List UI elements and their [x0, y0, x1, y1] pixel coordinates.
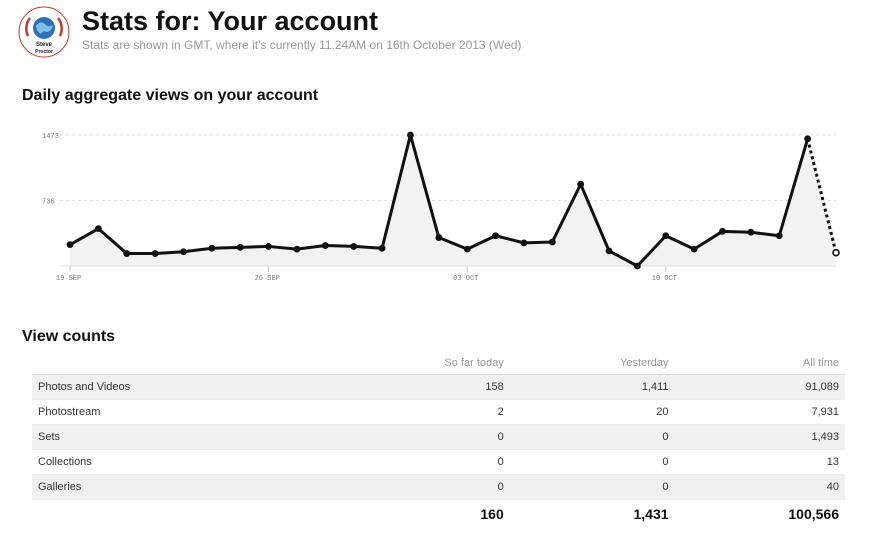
y-tick-label: 736: [42, 199, 55, 207]
view-counts-heading: View counts: [22, 328, 116, 345]
daily-views-chart: 1473 736 19 SEP 26 SEP 03 OCT 10 OCT: [42, 131, 840, 283]
cell-today: 0: [315, 474, 510, 500]
data-point: [634, 262, 641, 270]
column-header-today: So far today: [315, 352, 510, 375]
row-label: Photos and Videos: [32, 374, 316, 400]
row-label: Galleries: [32, 474, 316, 500]
table-row: Collections 0 0 13: [32, 449, 845, 475]
logo-globe-icon: Steve Proctor: [18, 6, 70, 58]
x-tick-label: 10 OCT: [652, 275, 677, 283]
data-point: [208, 244, 216, 252]
x-tick-label: 26 SEP: [255, 275, 280, 283]
total-yesterday: 1,431: [509, 499, 675, 528]
data-point: [378, 244, 386, 252]
data-point: [690, 245, 698, 253]
site-logo[interactable]: Steve Proctor: [18, 6, 70, 58]
data-point: [151, 250, 159, 257]
logo-name-line2: Proctor: [35, 49, 53, 55]
table-row: Sets 0 0 1,493: [32, 424, 845, 450]
cell-yesterday: 0: [509, 449, 675, 475]
logo-name-line1: Steve: [36, 42, 53, 48]
y-tick-label: 1473: [42, 133, 59, 141]
data-point: [804, 135, 812, 143]
row-label: Sets: [32, 424, 316, 450]
data-point: [293, 245, 301, 253]
page-title: Stats for: Your account: [82, 6, 379, 36]
data-point: [66, 241, 74, 249]
data-point: [520, 239, 528, 247]
cell-today: 2: [315, 399, 510, 425]
data-point: [350, 243, 358, 250]
cell-today: 0: [315, 449, 510, 475]
total-all-time: 100,566: [674, 499, 845, 528]
page-subtitle: Stats are shown in GMT, where it's curre…: [82, 38, 522, 52]
data-point: [605, 247, 613, 255]
cell-all-time: 91,089: [674, 374, 845, 400]
view-counts-table: So far today Yesterday All time Photos a…: [32, 352, 845, 528]
area-fill: [70, 135, 836, 266]
data-point: [123, 250, 131, 257]
cell-yesterday: 0: [509, 474, 675, 500]
row-label: Collections: [32, 449, 316, 475]
data-point: [236, 243, 244, 251]
data-point: [747, 228, 755, 236]
cell-all-time: 7,931: [674, 399, 845, 425]
views-chart-heading: Daily aggregate views on your account: [22, 87, 319, 104]
data-point: [463, 245, 471, 253]
data-point: [407, 131, 414, 139]
column-header-yesterday: Yesterday: [509, 352, 675, 375]
totals-label: [32, 499, 316, 528]
cell-today: 0: [315, 424, 510, 450]
cell-yesterday: 20: [509, 399, 675, 425]
data-point: [492, 232, 499, 240]
data-point: [719, 227, 726, 235]
table-row: Galleries 0 0 40: [32, 474, 845, 500]
data-point: [662, 232, 670, 240]
data-point: [577, 180, 585, 188]
totals-row: 160 1,431 100,566: [32, 499, 845, 528]
cell-today: 158: [315, 374, 510, 400]
data-point: [321, 242, 329, 249]
total-today: 160: [315, 499, 510, 528]
table-row: Photos and Videos 158 1,411 91,089: [32, 374, 845, 400]
data-point: [180, 248, 187, 256]
cell-yesterday: 0: [509, 424, 675, 450]
cell-yesterday: 1,411: [509, 374, 675, 400]
cell-all-time: 13: [674, 449, 845, 475]
table-row: Photostream 2 20 7,931: [32, 399, 845, 425]
cell-all-time: 1,493: [674, 424, 845, 450]
row-label: Photostream: [32, 399, 316, 425]
data-point: [265, 243, 272, 250]
x-tick-label: 03 OCT: [453, 275, 478, 283]
cell-all-time: 40: [674, 474, 845, 500]
column-header-label: [32, 352, 316, 375]
table-header-row: So far today Yesterday All time: [32, 352, 845, 375]
data-point: [548, 238, 556, 246]
data-point: [775, 232, 783, 240]
data-point: [435, 234, 443, 241]
data-point-current: [832, 248, 840, 257]
x-tick-label: 19 SEP: [56, 275, 81, 283]
data-point: [94, 225, 102, 233]
column-header-all-time: All time: [674, 352, 845, 375]
series-line-partial-day: [806, 138, 838, 254]
